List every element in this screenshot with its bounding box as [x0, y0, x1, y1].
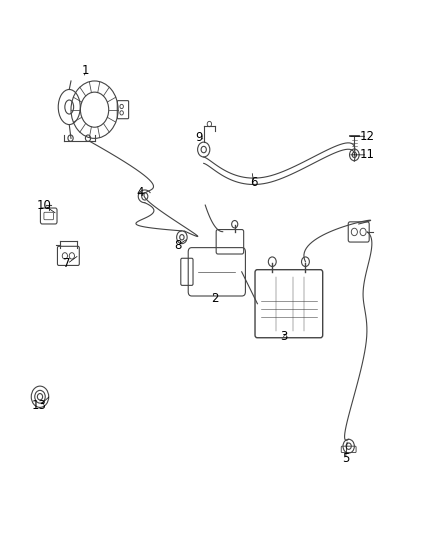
Text: 9: 9: [196, 131, 203, 144]
Text: 3: 3: [280, 330, 287, 343]
Text: 11: 11: [360, 148, 375, 161]
Text: 7: 7: [64, 257, 71, 270]
Text: 4: 4: [137, 185, 144, 199]
Text: 5: 5: [342, 453, 349, 465]
Text: 2: 2: [211, 292, 219, 305]
Text: 6: 6: [250, 176, 258, 189]
Text: 10: 10: [37, 199, 52, 212]
Text: 1: 1: [82, 64, 90, 77]
Text: 13: 13: [32, 399, 46, 413]
Text: 12: 12: [360, 130, 375, 143]
Text: 8: 8: [174, 239, 181, 252]
